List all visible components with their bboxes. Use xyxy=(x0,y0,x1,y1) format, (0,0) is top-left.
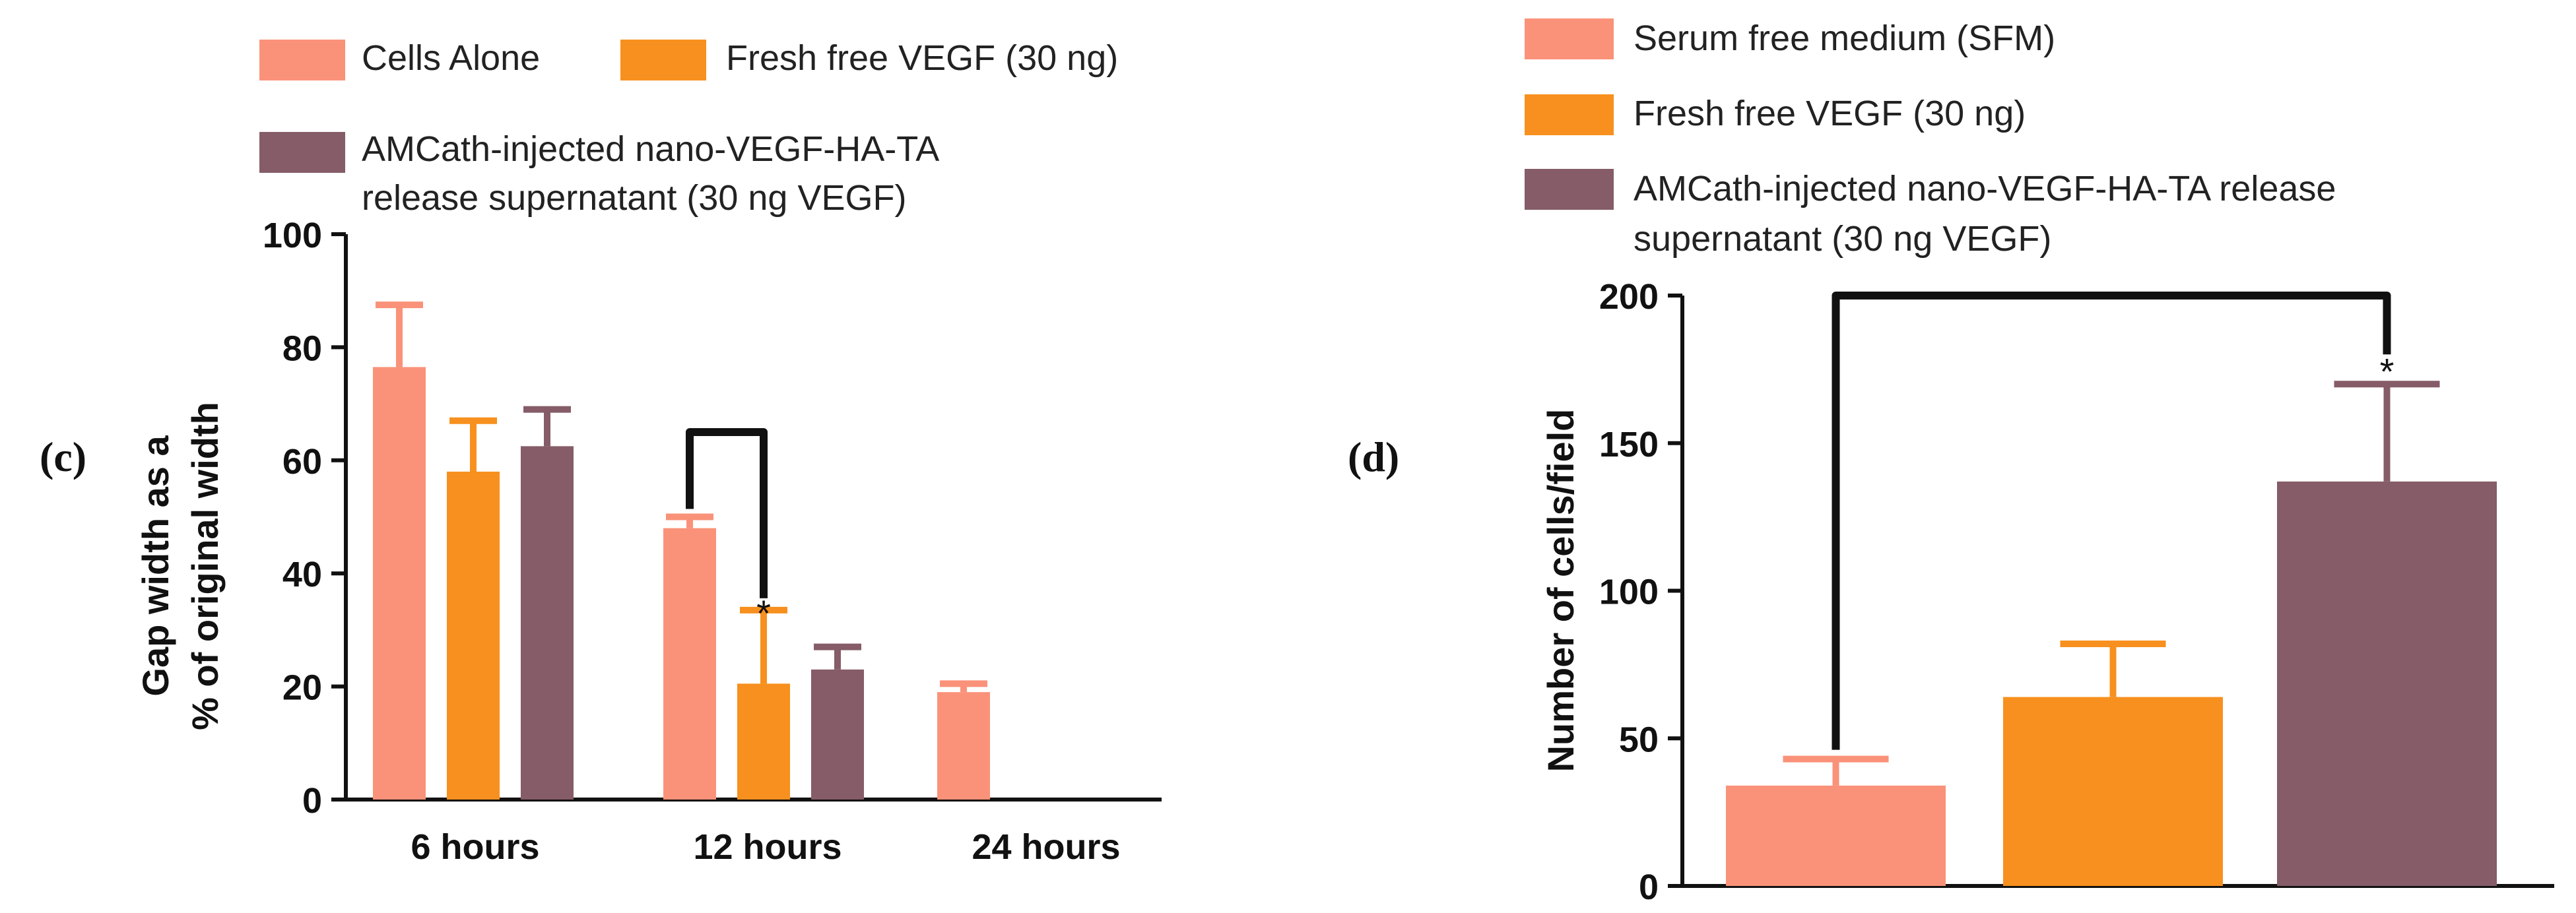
panel-d-ytick-3: 150 xyxy=(1599,425,1682,464)
panel-c-ytick-label-1: 20 xyxy=(282,668,322,708)
panel-c-ytick-0: 0 xyxy=(302,781,346,821)
panel-d-ytick-label-3: 150 xyxy=(1599,425,1659,464)
panel-d-legend-label-fresh-vegf: Fresh free VEGF (30 ng) xyxy=(1634,94,2026,133)
panel-d-legend-label-amcath-line1: AMCath-injected nano-VEGF-HA-TA release xyxy=(1634,169,2336,208)
panel-c-ytick-5: 100 xyxy=(263,216,346,255)
panel-d: (d) Serum free medium (SFM) Fresh free V… xyxy=(1348,18,2554,907)
panel-d-ytick-label-0: 0 xyxy=(1639,867,1659,907)
panel-d-bar-amcath-injected-nano-vegf-ha-ta-release-supernatant-30-ng-vegf xyxy=(2277,481,2497,886)
panel-c: (c) Cells Alone Fresh free VEGF (30 ng) … xyxy=(40,38,1162,867)
panel-c-bar-24-hours-s0 xyxy=(937,692,990,800)
panel-d-ytick-label-2: 100 xyxy=(1599,573,1659,612)
panel-d-legend-swatch-amcath xyxy=(1525,169,1614,210)
panel-d-bracket-line xyxy=(1832,292,2391,750)
panel-c-bar-6-hours-s2 xyxy=(521,446,574,800)
panel-c-bar-6-hours-s0 xyxy=(373,367,426,800)
panel-c-ytick-label-4: 80 xyxy=(282,329,322,368)
panel-c-bracket-line xyxy=(686,427,768,598)
panel-c-label: (c) xyxy=(40,433,86,480)
panel-c-significance-bracket: * xyxy=(686,427,771,634)
panel-c-legend-swatch-amcath xyxy=(259,132,345,173)
panel-c-xtick-6-hours: 6 hours xyxy=(411,827,539,867)
panel-c-legend-label-amcath-line2: release supernatant (30 ng VEGF) xyxy=(362,178,906,218)
panel-c-bar-12-hours-s2 xyxy=(811,669,864,800)
panel-d-bars xyxy=(1726,381,2497,886)
panel-c-xtick-12-hours: 12 hours xyxy=(693,827,842,867)
panel-c-legend: Cells Alone Fresh free VEGF (30 ng) AMCa… xyxy=(259,38,1118,218)
panel-c-legend-swatch-cells-alone xyxy=(259,40,345,80)
panel-d-bar-fresh-free-vegf-30-ng xyxy=(2003,697,2223,886)
panel-c-legend-swatch-fresh-vegf xyxy=(620,40,706,80)
panel-d-bar-serum-free-medium-sfm xyxy=(1726,785,1946,886)
panel-d-ytick-4: 200 xyxy=(1599,277,1682,317)
panel-d-ytick-1: 50 xyxy=(1619,720,1682,759)
panel-d-legend: Serum free medium (SFM) Fresh free VEGF … xyxy=(1525,18,2336,259)
panel-d-ytick-0: 0 xyxy=(1639,867,1682,907)
panel-d-legend-label-sfm: Serum free medium (SFM) xyxy=(1634,18,2055,58)
panel-c-bar-12-hours-s0 xyxy=(663,528,716,800)
panel-d-ylabel: Number of cells/field xyxy=(1540,409,1581,772)
panel-d-significance-star: * xyxy=(2380,350,2394,392)
panel-c-ylabel-line1: Gap width as a xyxy=(135,435,176,697)
panel-d-ytick-2: 100 xyxy=(1599,573,1682,612)
panel-d-legend-label-amcath-line2: supernatant (30 ng VEGF) xyxy=(1634,219,2051,259)
panel-d-legend-swatch-fresh-vegf xyxy=(1525,94,1614,135)
panel-c-legend-label-amcath-line1: AMCath-injected nano-VEGF-HA-TA xyxy=(362,129,939,169)
panel-d-significance-bracket: * xyxy=(1832,292,2394,750)
panel-c-ytick-label-0: 0 xyxy=(302,781,322,821)
panel-c-ytick-2: 40 xyxy=(282,555,346,594)
panel-c-ylabel-line2: % of original width xyxy=(184,402,226,730)
panel-c-ytick-1: 20 xyxy=(282,668,346,708)
panel-d-ytick-label-1: 50 xyxy=(1619,720,1659,759)
panel-c-bar-6-hours-s1 xyxy=(447,471,500,800)
panel-d-ytick-label-4: 200 xyxy=(1599,277,1659,317)
panel-c-xtick-24-hours: 24 hours xyxy=(972,827,1120,867)
panel-c-ytick-label-5: 100 xyxy=(263,216,322,255)
panel-c-y-ticks: 0 20 40 60 80 100 xyxy=(263,216,346,821)
panel-c-significance-star: * xyxy=(756,592,771,634)
panel-c-ytick-3: 60 xyxy=(282,442,346,482)
panel-c-bar-12-hours-s1 xyxy=(737,683,790,800)
panel-c-ytick-label-2: 40 xyxy=(282,555,322,594)
panel-c-legend-label-fresh-vegf: Fresh free VEGF (30 ng) xyxy=(726,38,1118,78)
panel-c-ytick-label-3: 60 xyxy=(282,442,322,482)
panel-d-legend-swatch-sfm xyxy=(1525,18,1614,59)
panel-c-legend-label-cells-alone: Cells Alone xyxy=(362,38,540,78)
panel-d-label: (d) xyxy=(1348,433,1399,480)
panel-d-y-ticks: 0 50 100 150 200 xyxy=(1599,277,1682,907)
panel-c-ytick-4: 80 xyxy=(282,329,346,368)
panel-c-bars xyxy=(373,301,990,800)
